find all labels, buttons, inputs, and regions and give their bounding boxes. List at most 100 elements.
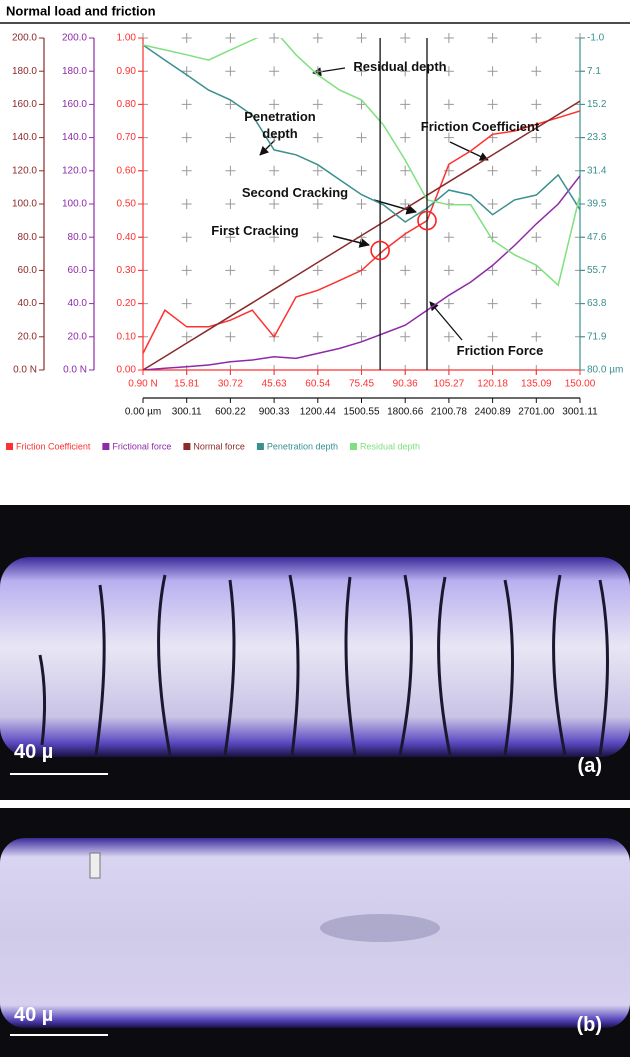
series-line [143, 44, 580, 223]
y-tick-label: 140.0 [62, 132, 87, 143]
grid-plus [531, 199, 542, 209]
y-tick-label: 1.00 [117, 33, 137, 44]
grid-plus [181, 298, 192, 309]
grid-plus [443, 298, 454, 309]
grid-plus [443, 232, 454, 243]
grid-plus [225, 99, 236, 110]
y-tick-label: 0.40 [117, 232, 137, 243]
arrow [332, 235, 371, 248]
grid-plus [400, 33, 411, 43]
arrow [312, 67, 346, 77]
grid-plus [443, 265, 454, 276]
grid-plus [356, 298, 367, 309]
y-tick-label: 160.0 [12, 99, 37, 110]
legend-swatch [6, 443, 13, 450]
y-tick-label: 0.00 [117, 365, 137, 376]
grid-plus [225, 265, 236, 276]
grid-plus [487, 66, 498, 77]
grid-plus [356, 66, 367, 77]
y-tick-label: 120.0 [12, 165, 37, 176]
y-tick-label: 180.0 [12, 66, 37, 77]
x-tick-label: 75.45 [349, 379, 374, 390]
annotation: Friction Coefficient [420, 119, 540, 134]
x-tick-label: 1800.66 [387, 407, 424, 418]
grid-plus [181, 165, 192, 176]
x-tick-label: 2400.89 [475, 407, 512, 418]
legend-swatch [102, 443, 110, 450]
grid-plus [487, 33, 498, 43]
grid-plus [269, 298, 280, 309]
x-tick-label: 15.81 [174, 379, 199, 390]
x-tick-label: 150.00 [565, 379, 596, 390]
legend-swatch [183, 443, 191, 450]
grid-plus [443, 33, 454, 43]
annotation-arrows [259, 67, 489, 341]
x-tick-label: 105.27 [434, 379, 465, 390]
grid-plus [269, 132, 280, 143]
grid-plus [225, 66, 236, 77]
y-tick-label: 55.7 [587, 265, 607, 276]
x-tick-label: 900.33 [259, 407, 290, 418]
legend-label: Friction Coefficient [16, 441, 91, 451]
grid-plus [443, 132, 454, 143]
grid-plus [400, 132, 411, 143]
defect [89, 852, 101, 879]
scale-bar [10, 1034, 108, 1036]
x-tick-label: 1500.55 [343, 407, 380, 418]
plot-area [143, 38, 580, 370]
legend-label: Penetration depth [267, 441, 338, 451]
x-tick-label: 3001.11 [562, 407, 598, 418]
x-tick-label: 30.72 [218, 379, 243, 390]
x-tick-label: 45.63 [262, 379, 287, 390]
y-tick-label: 200.0 [12, 33, 37, 44]
grid-plus [312, 265, 323, 276]
grid-plus [269, 232, 280, 243]
scale-text: 40 µ [14, 741, 54, 763]
y-tick-label: 120.0 [62, 165, 87, 176]
grid-plus [225, 331, 236, 342]
y-tick-label: 23.3 [587, 132, 607, 143]
y-tick-label: 0.10 [117, 331, 137, 342]
grid-plus [312, 99, 323, 110]
annotation: Second Cracking [241, 185, 349, 200]
legend-label: Residual depth [360, 441, 420, 451]
x-tick-label: 120.18 [477, 379, 508, 390]
y-tick-label: 80.0 [18, 232, 38, 243]
chart-title: Normal load and friction [6, 3, 156, 18]
x-tick-label: 0.90 N [128, 379, 157, 390]
y-tick-label: 15.2 [587, 99, 607, 110]
x-tick-label: 600.22 [215, 407, 246, 418]
chart-container: Normal load and friction 0.0 N 20.0 40.0 60… [0, 0, 630, 480]
scale-bar [10, 773, 108, 775]
y-tick-label: -1.0 [587, 33, 605, 44]
grid-plus [181, 331, 192, 342]
event-marker [417, 210, 437, 231]
grid-plus [225, 165, 236, 176]
grid-plus [487, 298, 498, 309]
x-tick-label: 90.36 [393, 379, 418, 390]
y-tick-label: 7.1 [587, 66, 601, 77]
x-tick-label: 0.00 µm [125, 407, 161, 418]
grid-plus [531, 265, 542, 276]
grid-plus [487, 331, 498, 342]
grid-plus [181, 199, 192, 209]
grid-plus [269, 99, 280, 110]
legend-swatch [349, 443, 357, 450]
annotation: Residual depth [353, 59, 447, 74]
scratch-track [0, 838, 630, 1028]
grid-plus [181, 99, 192, 110]
arrow [449, 141, 489, 161]
y-tick-label: 60.0 [18, 265, 38, 276]
grid-plus [312, 199, 323, 209]
grid-plus [400, 99, 411, 110]
grid-plus [181, 265, 192, 276]
y-tick-label: 39.5 [587, 199, 607, 210]
stain [320, 914, 440, 942]
grid-plus [487, 99, 498, 110]
grid-plus [225, 199, 236, 209]
grid-plus [269, 165, 280, 176]
arrow [373, 199, 418, 215]
grid-plus [443, 99, 454, 110]
